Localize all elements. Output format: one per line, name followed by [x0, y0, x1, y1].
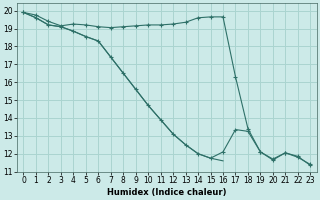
X-axis label: Humidex (Indice chaleur): Humidex (Indice chaleur): [107, 188, 227, 197]
